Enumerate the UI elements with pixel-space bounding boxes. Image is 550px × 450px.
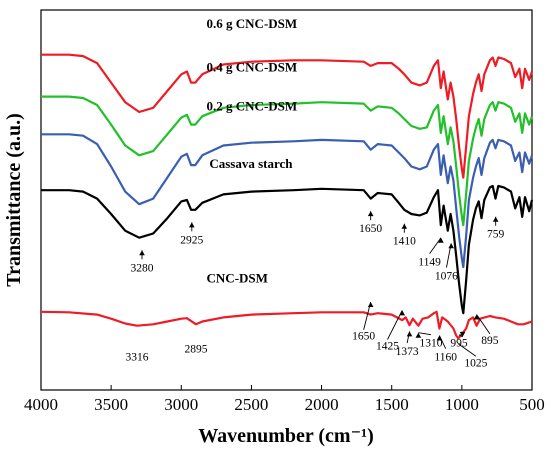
series-line (41, 53, 534, 179)
series-line (41, 95, 534, 227)
peak-arrow (429, 237, 442, 254)
peak-label: 895 (481, 335, 499, 347)
peak-arrowhead (438, 237, 444, 243)
x-tick-label: 500 (519, 395, 545, 414)
peak-arrow (458, 334, 463, 338)
peak-label: 3280 (131, 262, 154, 274)
peak-arrow (476, 314, 491, 335)
x-tick-label: 4000 (24, 395, 58, 414)
peak-label: 1025 (464, 357, 487, 369)
peak-arrowhead (399, 310, 406, 316)
peak-label: 1425 (376, 341, 399, 353)
series-label: 0.6 g CNC-DSM (207, 16, 298, 31)
peak-label: 1149 (418, 257, 441, 269)
peak-arrow (458, 343, 477, 357)
x-tick-label: 2500 (234, 395, 268, 414)
peak-label: 759 (487, 229, 505, 241)
peak-label: 3316 (125, 352, 148, 364)
series-lines (40, 53, 534, 340)
peak-arrowhead (436, 335, 443, 341)
x-tick-label: 1000 (445, 395, 479, 414)
x-tick-label: 1500 (375, 395, 409, 414)
peak-label: 995 (450, 338, 468, 350)
peak-arrowhead (448, 243, 454, 249)
peak-arrowhead (406, 331, 413, 337)
x-axis-title: Wavenumber (cm⁻¹) (198, 425, 374, 447)
peak-label: 1160 (434, 352, 457, 364)
peak-label: 1373 (396, 346, 419, 358)
peak-arrowhead (367, 211, 374, 217)
peak-arrowhead (401, 223, 408, 229)
peak-label: 1310 (419, 338, 442, 350)
series-label: 0.4 g CNC-DSM (207, 59, 298, 74)
series-label: Cassava starch (209, 156, 293, 171)
series-line (41, 133, 534, 269)
peak-arrowhead (189, 222, 195, 228)
series-line (41, 184, 534, 315)
x-tick-label: 3000 (164, 395, 198, 414)
peak-arrowhead (473, 314, 480, 320)
peak-arrowhead (492, 216, 499, 222)
x-tick-label: 2000 (305, 395, 339, 414)
peak-label: 1076 (435, 271, 458, 283)
peak-arrowhead (139, 250, 145, 256)
peak-arrow (418, 332, 432, 336)
series-line (40, 310, 533, 340)
series-label: CNC-DSM (207, 270, 268, 285)
x-tick-label: 3500 (94, 395, 128, 414)
y-axis-title: Transmittance (a.u.) (3, 113, 25, 287)
peak-arrowhead (415, 332, 422, 338)
peak-label: 2925 (180, 234, 203, 246)
series-labels: 0.6 g CNC-DSM 0.4 g CNC-DSM 0.2 g CNC-DSM C… (207, 16, 298, 285)
peak-label: 2895 (185, 343, 208, 355)
peak-label: 1650 (359, 223, 382, 235)
series-label: 0.2 g CNC-DSM (207, 99, 298, 114)
peak-label: 1650 (352, 331, 375, 343)
peak-arrowhead (459, 331, 466, 337)
peak-arrowhead (367, 301, 374, 307)
x-axis-ticks: 4000 3500 3000 2500 2000 1500 1000 500 (24, 385, 545, 414)
peak-label: 1410 (393, 236, 416, 248)
